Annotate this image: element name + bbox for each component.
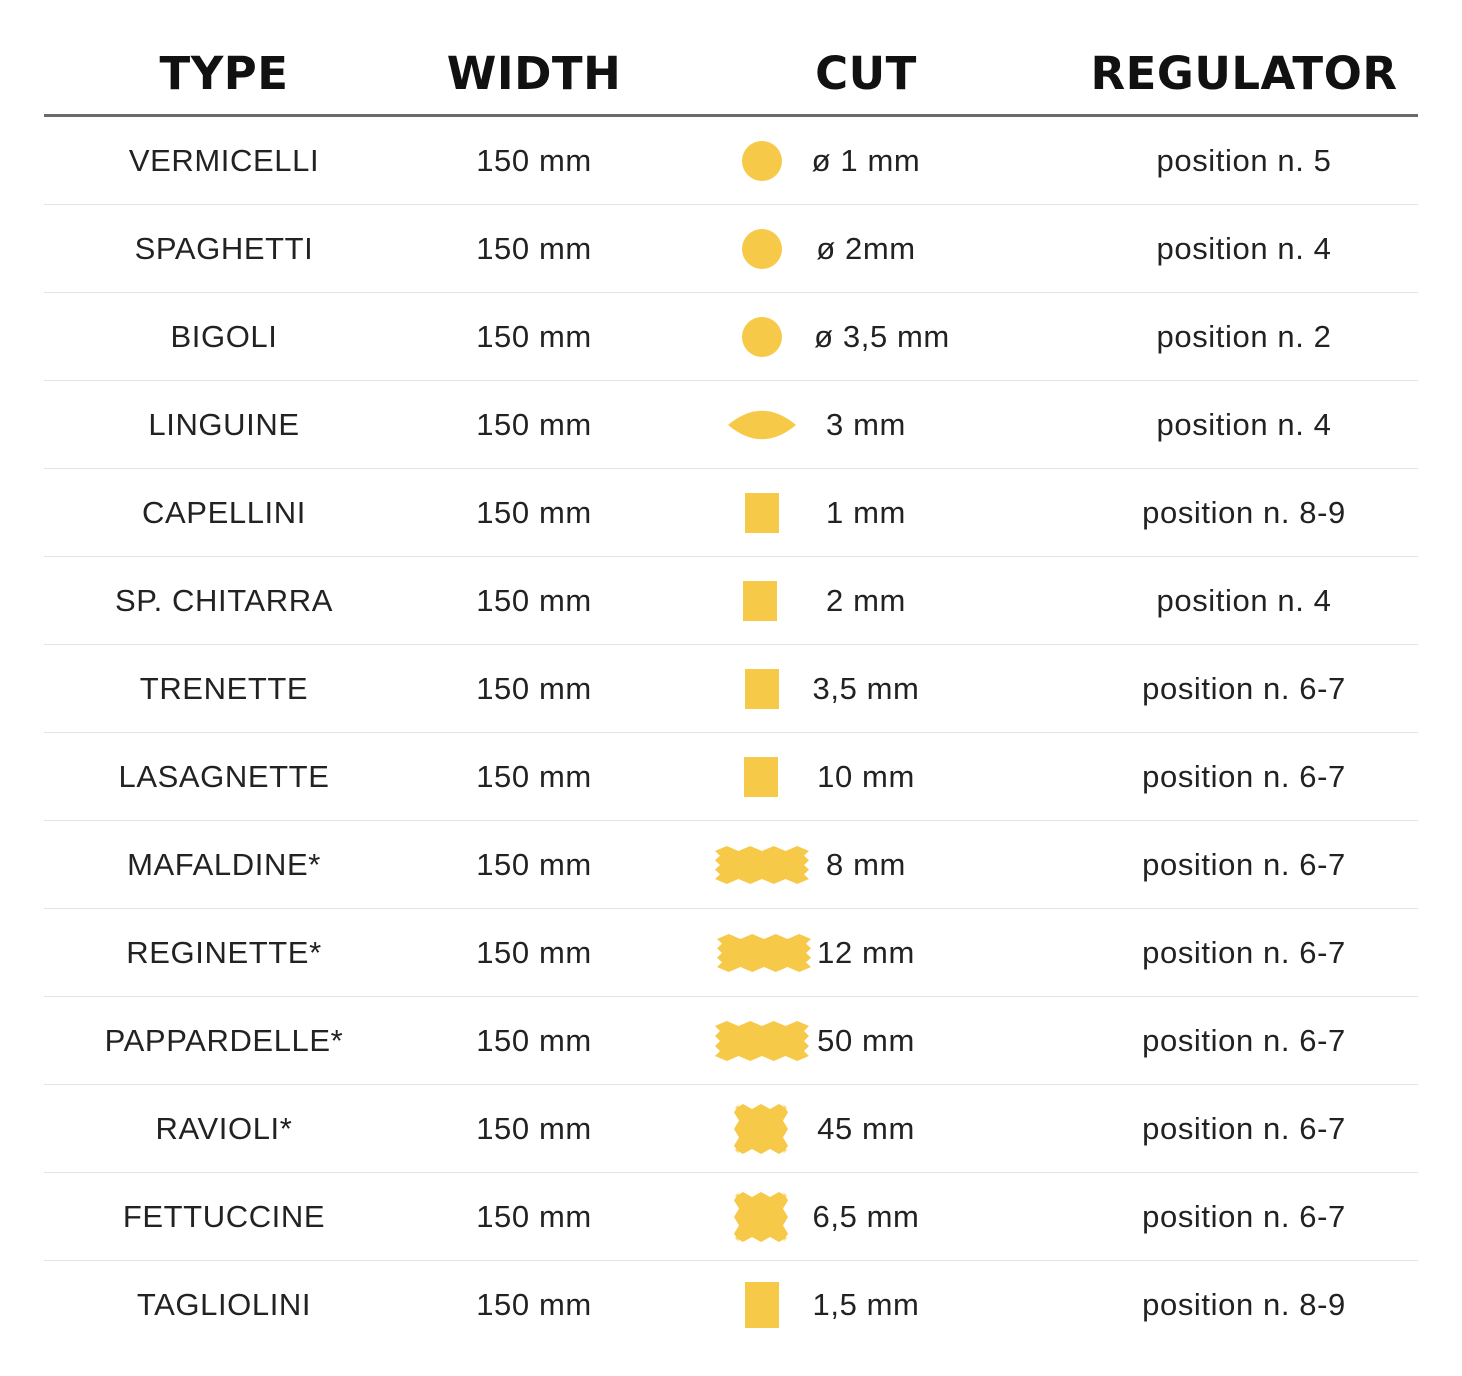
cell-type: LINGUINE <box>148 407 300 442</box>
cell-width: 150 mm <box>476 231 592 266</box>
cell-width: 150 mm <box>476 671 592 706</box>
cell-width: 150 mm <box>476 495 592 530</box>
cell-type: RAVIOLI* <box>155 1111 293 1146</box>
pasta-shape-icon <box>742 141 782 186</box>
cell-type: CAPELLINI <box>142 495 306 530</box>
cell-width: 150 mm <box>476 1023 592 1058</box>
table-row: SPAGHETTI 150 mm ø 2mm position n. 4 <box>44 205 1418 293</box>
cell-width: 150 mm <box>476 847 592 882</box>
table-body: VERMICELLI 150 mm ø 1 mm position n. 5 SPAGH… <box>44 117 1418 1348</box>
cell-regulator: position n. 4 <box>1156 407 1332 442</box>
cell-regulator: position n. 5 <box>1156 143 1332 178</box>
cell-width: 150 mm <box>476 319 592 354</box>
cell-regulator: position n. 6-7 <box>1142 671 1346 706</box>
header-regulator: REGULATOR <box>1090 47 1398 100</box>
pasta-shape-icon <box>734 1104 788 1159</box>
table-row: FETTUCCINE 150 mm 6,5 mm position n. 6-7 <box>44 1173 1418 1261</box>
cell-width: 150 mm <box>476 583 592 618</box>
pasta-shape-icon <box>734 1192 788 1247</box>
pasta-shape-icon <box>728 410 796 445</box>
cell-regulator: position n. 6-7 <box>1142 935 1346 970</box>
cell-type: TAGLIOLINI <box>136 1287 312 1322</box>
cell-cut: ø 1 mm <box>811 143 921 178</box>
pasta-shape-icon <box>742 317 782 362</box>
cell-width: 150 mm <box>476 759 592 794</box>
cell-regulator: position n. 4 <box>1156 583 1332 618</box>
pasta-shape-icon <box>744 757 778 802</box>
cell-type: REGINETTE* <box>126 935 322 970</box>
cell-type: BIGOLI <box>170 319 278 354</box>
cell-cut: 1 mm <box>826 495 906 530</box>
table-row: LASAGNETTE 150 mm 10 mm position n. 6-7 <box>44 733 1418 821</box>
pasta-shape-icon <box>742 229 782 274</box>
cell-type: LASAGNETTE <box>118 759 330 794</box>
cell-cut: 12 mm <box>817 935 915 970</box>
pasta-cut-table: TYPE WIDTH CUT REGULATOR VERMICELLI 150 m… <box>44 30 1418 1348</box>
cell-width: 150 mm <box>476 935 592 970</box>
cell-cut: ø 3,5 mm <box>814 319 950 354</box>
table-row: MAFALDINE* 150 mm 8 mm position n. 6-7 <box>44 821 1418 909</box>
cell-type: SPAGHETTI <box>134 231 314 266</box>
pasta-shape-icon <box>745 669 779 714</box>
cell-regulator: position n. 6-7 <box>1142 1199 1346 1234</box>
cell-width: 150 mm <box>476 1287 592 1322</box>
cell-regulator: position n. 6-7 <box>1142 1111 1346 1146</box>
table-row: CAPELLINI 150 mm 1 mm position n. 8-9 <box>44 469 1418 557</box>
cell-regulator: position n. 8-9 <box>1142 495 1346 530</box>
cell-cut: 45 mm <box>817 1111 915 1146</box>
cell-cut: 3 mm <box>826 407 906 442</box>
pasta-shape-icon <box>715 846 809 889</box>
cell-type: PAPPARDELLE* <box>104 1023 344 1058</box>
cell-type: VERMICELLI <box>128 143 320 178</box>
cell-cut: 8 mm <box>826 847 906 882</box>
cell-cut: 10 mm <box>817 759 915 794</box>
cell-type: SP. CHITARRA <box>115 583 333 618</box>
cell-cut: 1,5 mm <box>812 1287 920 1322</box>
header-width: WIDTH <box>446 47 622 100</box>
cell-cut: 2 mm <box>826 583 906 618</box>
table-row: REGINETTE* 150 mm 12 mm position n. 6-7 <box>44 909 1418 997</box>
table-row: LINGUINE 150 mm 3 mm position n. 4 <box>44 381 1418 469</box>
table-row: BIGOLI 150 mm ø 3,5 mm position n. 2 <box>44 293 1418 381</box>
pasta-shape-icon <box>715 1021 809 1066</box>
cell-width: 150 mm <box>476 1111 592 1146</box>
table-row: VERMICELLI 150 mm ø 1 mm position n. 5 <box>44 117 1418 205</box>
cell-width: 150 mm <box>476 407 592 442</box>
cell-type: MAFALDINE* <box>127 847 321 882</box>
cell-type: FETTUCCINE <box>122 1199 326 1234</box>
cell-cut: 3,5 mm <box>812 671 920 706</box>
cell-cut: ø 2mm <box>816 231 916 266</box>
cell-regulator: position n. 8-9 <box>1142 1287 1346 1322</box>
table-row: TRENETTE 150 mm 3,5 mm position n. 6-7 <box>44 645 1418 733</box>
table-row: TAGLIOLINI 150 mm 1,5 mm position n. 8-9 <box>44 1261 1418 1348</box>
table-row: PAPPARDELLE* 150 mm 50 mm position n. 6-7 <box>44 997 1418 1085</box>
pasta-shape-icon <box>745 1282 779 1333</box>
table-row: RAVIOLI* 150 mm 45 mm position n. 6-7 <box>44 1085 1418 1173</box>
cell-cut: 50 mm <box>817 1023 915 1058</box>
cell-regulator: position n. 6-7 <box>1142 847 1346 882</box>
cell-width: 150 mm <box>476 1199 592 1234</box>
table-header: TYPE WIDTH CUT REGULATOR <box>44 30 1418 117</box>
cell-width: 150 mm <box>476 143 592 178</box>
header-cut: CUT <box>815 47 917 100</box>
cell-type: TRENETTE <box>139 671 309 706</box>
cell-regulator: position n. 6-7 <box>1142 759 1346 794</box>
header-type: TYPE <box>159 47 289 100</box>
cell-regulator: position n. 6-7 <box>1142 1023 1346 1058</box>
cell-regulator: position n. 2 <box>1156 319 1332 354</box>
pasta-shape-icon <box>717 934 811 977</box>
cell-cut: 6,5 mm <box>812 1199 920 1234</box>
table-row: SP. CHITARRA 150 mm 2 mm position n. 4 <box>44 557 1418 645</box>
pasta-shape-icon <box>743 581 777 626</box>
pasta-shape-icon <box>745 493 779 538</box>
cell-regulator: position n. 4 <box>1156 231 1332 266</box>
